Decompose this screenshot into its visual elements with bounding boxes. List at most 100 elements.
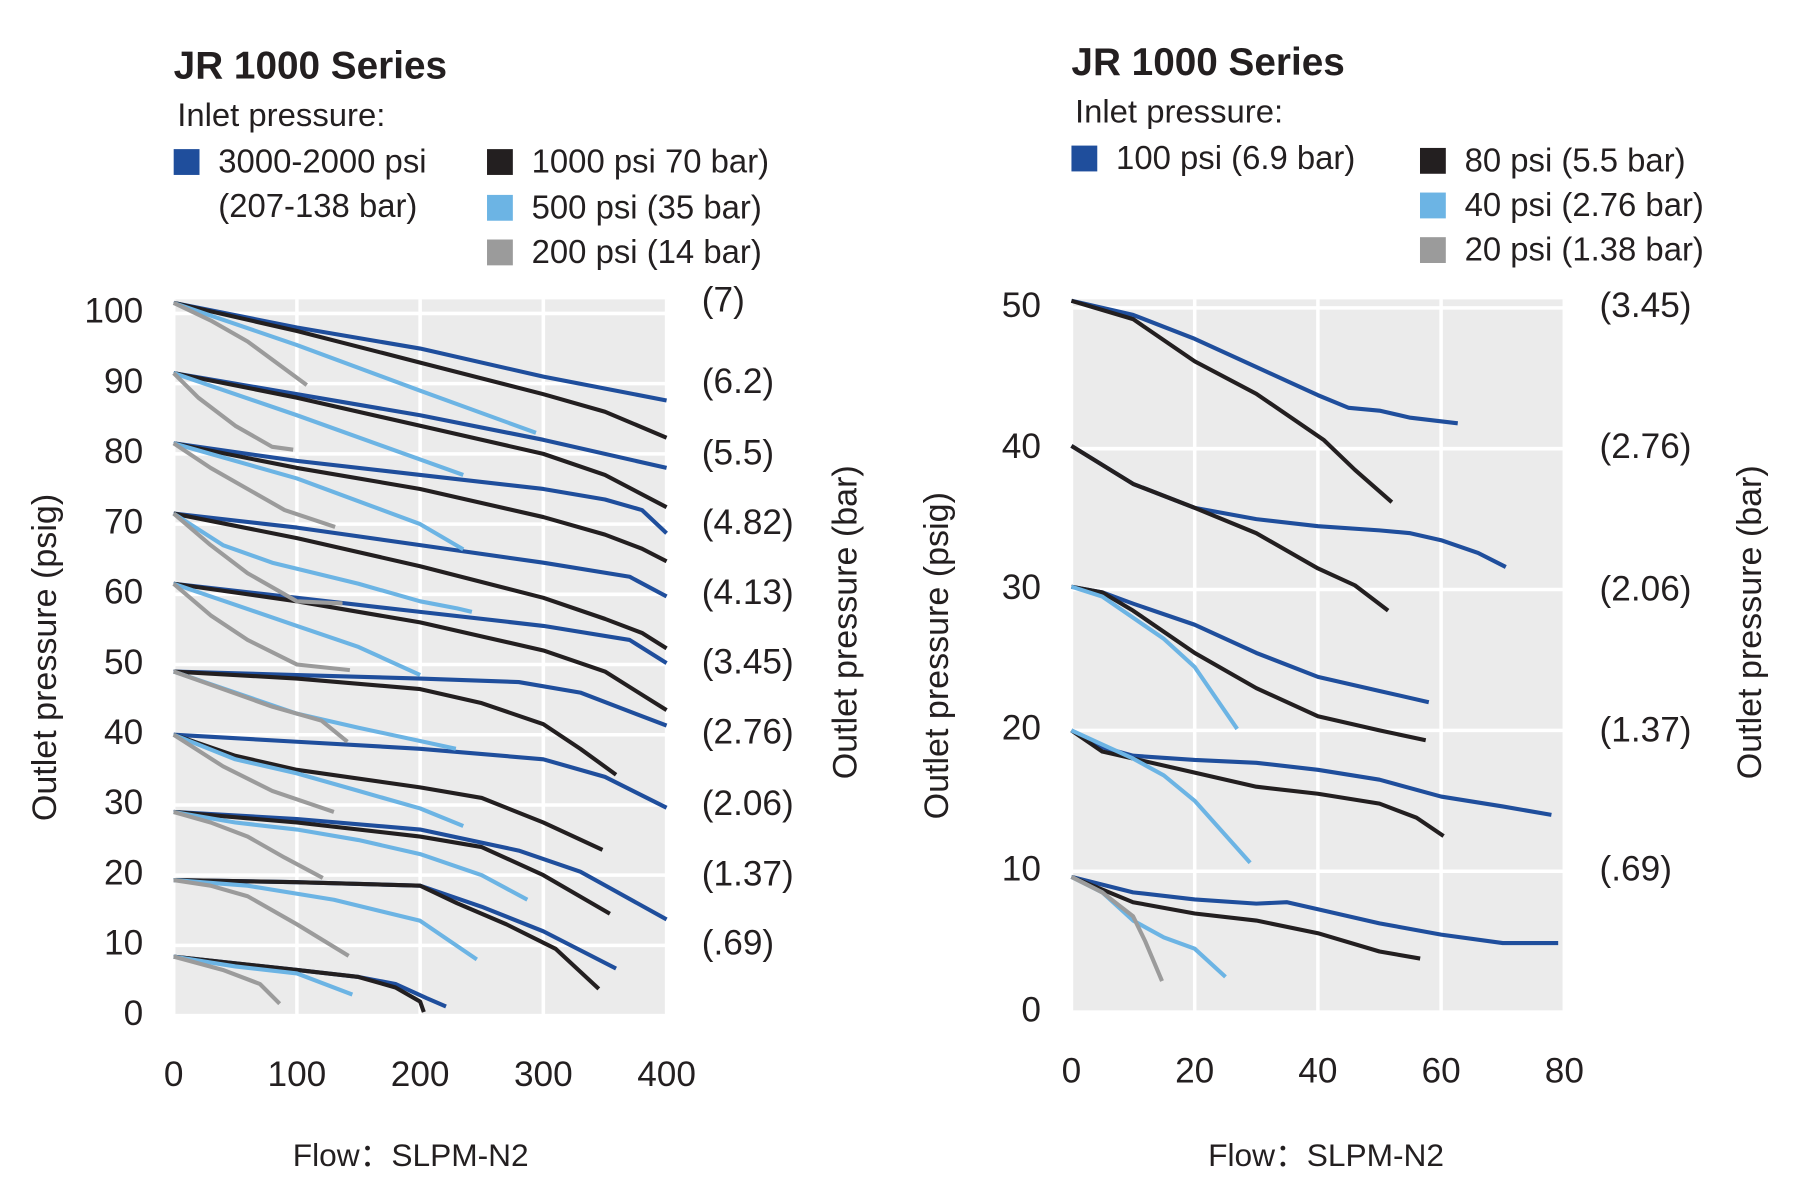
y2-tick-label: (2.06) bbox=[702, 784, 794, 823]
legend-label: 1000 psi 70 bar) bbox=[531, 143, 770, 180]
curve bbox=[173, 954, 282, 1006]
chart-title: JR 1000 Series bbox=[1071, 41, 1344, 84]
y-tick-label: 20 bbox=[104, 853, 143, 892]
curve bbox=[1071, 584, 1427, 743]
curve bbox=[173, 371, 668, 470]
legend-label: 80 psi (5.5 bar) bbox=[1464, 142, 1686, 179]
x-tick-label: 80 bbox=[1545, 1051, 1584, 1090]
y-axis-label: Outlet pressure (psig) bbox=[918, 492, 956, 819]
curve bbox=[173, 669, 668, 728]
y-tick-label: 30 bbox=[1002, 568, 1041, 607]
curve bbox=[173, 300, 537, 435]
curve bbox=[172, 511, 343, 606]
curve bbox=[173, 878, 478, 962]
curve bbox=[173, 732, 668, 810]
y2-tick-label: (1.37) bbox=[702, 854, 794, 893]
y2-axis-label: Outlet pressure (bar) bbox=[1731, 465, 1769, 779]
curve bbox=[172, 441, 336, 529]
y-tick-label: 50 bbox=[104, 643, 143, 682]
y2-tick-label: (.69) bbox=[1600, 849, 1672, 888]
chart-subtitle: Inlet pressure: bbox=[177, 96, 385, 133]
curve bbox=[173, 809, 611, 916]
curve bbox=[173, 809, 529, 902]
y-tick-label: 70 bbox=[104, 502, 143, 541]
curve bbox=[173, 878, 350, 958]
x-tick-label: 0 bbox=[1062, 1051, 1082, 1090]
x-axis-label: Flow：SLPM-N2 bbox=[293, 1137, 529, 1173]
legend-label: 200 psi (14 bar) bbox=[531, 233, 762, 271]
curve bbox=[173, 511, 668, 651]
curve bbox=[173, 511, 668, 599]
curve bbox=[1070, 874, 1421, 961]
legend-swatch bbox=[487, 239, 513, 266]
y2-tick-label: (2.06) bbox=[1600, 570, 1692, 609]
curve bbox=[173, 809, 668, 922]
legend-item: 20 psi (1.38 bar) bbox=[1419, 228, 1704, 273]
legend-swatch bbox=[173, 149, 200, 175]
curve bbox=[173, 441, 668, 564]
curve bbox=[173, 581, 668, 712]
legend-swatch bbox=[1419, 237, 1446, 263]
curve bbox=[173, 441, 465, 552]
y-tick-label: 10 bbox=[104, 924, 143, 963]
curve bbox=[173, 732, 604, 852]
y2-tick-label: (3.45) bbox=[1600, 286, 1692, 325]
y-axis-label: Outlet pressure (psig) bbox=[26, 494, 64, 821]
x-tick-label: 40 bbox=[1298, 1051, 1337, 1090]
y-tick-label: 80 bbox=[104, 432, 143, 471]
y2-tick-label: (4.82) bbox=[702, 503, 794, 542]
y2-tick-label: (2.76) bbox=[1600, 427, 1692, 466]
legend-swatch bbox=[1071, 145, 1098, 172]
legend-label: 40 psi (2.76 bar) bbox=[1464, 186, 1704, 224]
legend-item: 100 psi (6.9 bar) bbox=[1071, 136, 1355, 181]
y-tick-label: 100 bbox=[84, 292, 143, 331]
legend-swatch bbox=[487, 194, 513, 221]
y2-tick-label: (3.45) bbox=[702, 642, 794, 681]
curve bbox=[173, 954, 426, 1013]
legend-swatch bbox=[1419, 147, 1446, 174]
chart-subtitle: Inlet pressure: bbox=[1075, 93, 1283, 130]
y2-tick-label: (4.13) bbox=[702, 573, 794, 612]
curve bbox=[173, 371, 668, 510]
y-tick-label: 20 bbox=[1002, 709, 1041, 748]
legend-swatch bbox=[1419, 192, 1446, 219]
legend-swatch bbox=[487, 149, 513, 175]
y-tick-label: 90 bbox=[104, 362, 143, 401]
curve bbox=[1070, 874, 1559, 946]
y-tick-label: 0 bbox=[124, 994, 144, 1033]
curve bbox=[173, 581, 421, 677]
curve bbox=[1070, 875, 1164, 982]
legend-item: 80 psi (5.5 bar) bbox=[1419, 139, 1686, 184]
legend-item: 500 psi (35 bar) bbox=[487, 186, 762, 231]
y-tick-label: 40 bbox=[1002, 427, 1041, 466]
curve bbox=[172, 732, 465, 828]
curve bbox=[173, 669, 618, 777]
y-tick-label: 30 bbox=[104, 783, 143, 822]
legend-item: 40 psi (2.76 bar) bbox=[1419, 183, 1704, 228]
curve bbox=[172, 582, 351, 673]
curve bbox=[173, 300, 668, 440]
x-tick-label: 100 bbox=[268, 1055, 327, 1094]
curve bbox=[1070, 728, 1445, 838]
curve bbox=[172, 301, 308, 387]
curve bbox=[1070, 444, 1390, 613]
curve bbox=[1070, 298, 1394, 504]
y2-tick-label: (6.2) bbox=[702, 362, 774, 401]
x-tick-label: 300 bbox=[514, 1055, 573, 1094]
y2-tick-label: (5.5) bbox=[702, 434, 774, 473]
curve bbox=[173, 581, 668, 665]
curve bbox=[173, 878, 601, 991]
y2-axis-label: Outlet pressure (bar) bbox=[826, 465, 864, 779]
curve bbox=[1070, 584, 1239, 731]
y2-tick-label: (7) bbox=[702, 281, 745, 320]
y2-tick-label: (.69) bbox=[702, 924, 774, 963]
legend-item: 3000-2000 psi (207-138 bar) bbox=[173, 140, 483, 229]
x-tick-label: 60 bbox=[1422, 1051, 1461, 1090]
curve bbox=[173, 300, 667, 403]
legend-item: 1000 psi 70 bar) bbox=[487, 140, 769, 185]
y2-tick-label: (2.76) bbox=[702, 713, 794, 752]
x-tick-label: 0 bbox=[164, 1055, 184, 1094]
x-tick-label: 400 bbox=[637, 1055, 696, 1094]
